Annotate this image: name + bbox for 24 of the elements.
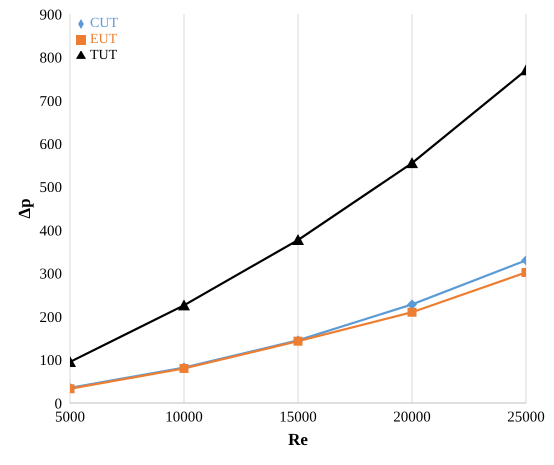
- y-tick-label: 200: [40, 310, 62, 326]
- x-tick-label: 5000: [55, 410, 85, 426]
- y-tick-label: 0: [54, 396, 62, 412]
- point: [178, 299, 190, 310]
- legend-label: TUT: [90, 48, 118, 63]
- point: [406, 157, 418, 168]
- x-tick-label: 15000: [279, 410, 317, 426]
- y-axis-title: Δp: [15, 198, 34, 219]
- y-tick-label: 700: [40, 94, 62, 110]
- legend-label: EUT: [90, 32, 118, 47]
- y-tick-label: 100: [40, 353, 62, 370]
- x-tick-label: 25000: [507, 410, 545, 426]
- point: [408, 308, 416, 317]
- y-tick-label: 900: [40, 7, 62, 24]
- point: [292, 234, 304, 246]
- y-tick-label: 300: [40, 266, 62, 283]
- x-tick-label: 20000: [393, 410, 431, 426]
- y-tick-label: 600: [40, 136, 62, 153]
- y-tick-label: 400: [40, 223, 62, 240]
- x-tick-label: 10000: [165, 410, 203, 426]
- legend-label: CUT: [90, 16, 118, 31]
- y-tick-label: 500: [40, 180, 62, 196]
- x-axis-title: Re: [288, 430, 308, 449]
- y-tick-label: 800: [40, 50, 62, 67]
